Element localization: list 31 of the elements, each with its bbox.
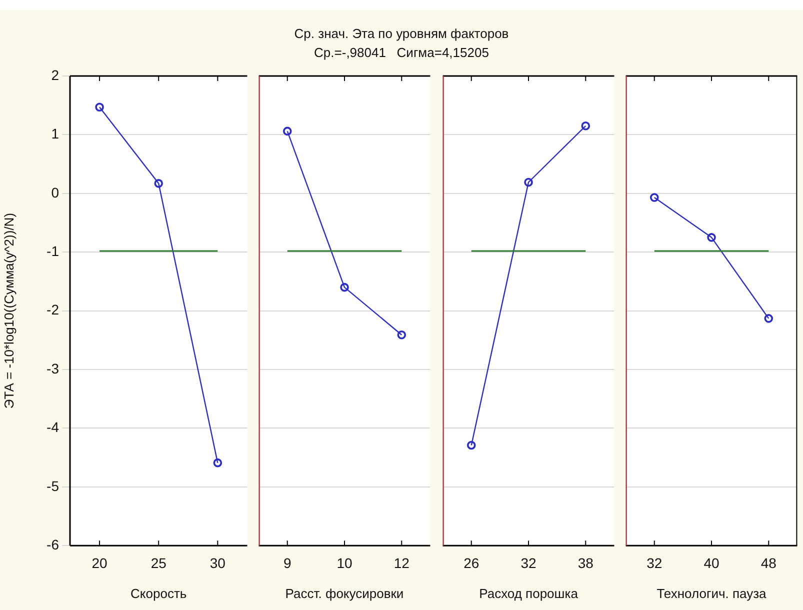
x-tick-label: 30 — [210, 554, 226, 571]
x-tick-label: 26 — [463, 554, 479, 571]
x-tick-label: 9 — [284, 554, 292, 571]
y-tick-label: -4 — [46, 419, 60, 436]
y-axis-title: ЭТА = -10*log10((Сумма(y^2))/N) — [1, 212, 16, 409]
point — [154, 179, 163, 188]
x-tick-label: 48 — [760, 554, 777, 571]
y-tick-label: -3 — [46, 360, 60, 376]
x-axis-title: Расст. фокусировки — [286, 586, 404, 601]
x-tick-label: 32 — [520, 554, 536, 571]
x-tick-label: 38 — [577, 554, 594, 571]
y-tick-label: -6 — [46, 536, 60, 552]
x-tick-label: 25 — [150, 554, 167, 571]
y-tick-label: -1 — [46, 242, 60, 259]
x-tick-label: 40 — [704, 554, 720, 571]
y-tick-label: 2 — [51, 66, 60, 83]
point — [213, 458, 222, 468]
x-tick-label: 32 — [646, 554, 662, 571]
y-tick-label: 0 — [51, 184, 60, 200]
text: Ср.=-,98041 Сигма=4,15205 — [313, 44, 490, 62]
y-tick-label: 1 — [51, 126, 60, 142]
x-tick-label: 20 — [92, 554, 108, 571]
y-tick-label: -2 — [46, 302, 60, 318]
point — [95, 102, 104, 112]
y-tick-label: -5 — [46, 478, 60, 494]
text: Ср. знач. Эта по уровням факторов — [293, 25, 510, 43]
x-axis-title: Скорость — [130, 586, 187, 601]
x-tick-label: 12 — [394, 554, 410, 571]
x-axis-title: Расход порошка — [478, 586, 578, 601]
x-tick-label: 10 — [337, 554, 353, 571]
x-axis-title: Технологич. пауза — [656, 586, 767, 601]
